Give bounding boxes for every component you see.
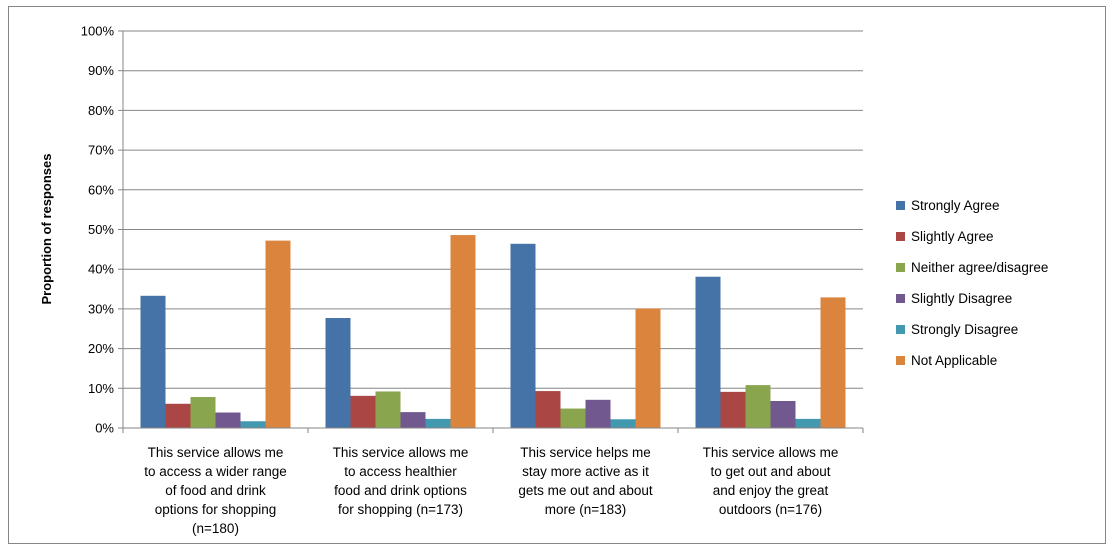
y-tick-label: 50% [88, 222, 114, 237]
bars [140, 235, 846, 428]
y-tick-label: 0% [95, 421, 114, 436]
bar-strongly-disagree-3 [610, 419, 636, 428]
x-category-label: This service allows me to access a wider … [144, 445, 287, 536]
legend-swatch [896, 294, 905, 303]
y-tick-label: 80% [88, 103, 114, 118]
legend-swatch [896, 263, 905, 272]
bar-neither-agree-disagree-2 [375, 391, 401, 428]
bar-strongly-disagree-4 [795, 418, 821, 428]
bar-slightly-agree-1 [165, 403, 191, 428]
legend-label: Strongly Disagree [911, 322, 1018, 337]
legend-label: Slightly Agree [911, 229, 994, 244]
y-tick-label: 10% [88, 381, 114, 396]
chart-frame [8, 6, 1106, 544]
axes [122, 31, 864, 433]
y-tick-labels: 0% 10% 20% 30% 40% 50% 60% 70% 80% 90% 100% [81, 24, 115, 436]
bar-slightly-agree-3 [535, 391, 561, 428]
x-category-label: This service helps me stay more active as… [518, 445, 653, 517]
x-category-label: This service allows me to access healthie… [333, 445, 469, 517]
y-tick-label: 40% [88, 262, 114, 277]
bar-strongly-agree-3 [510, 243, 536, 428]
bar-slightly-disagree-3 [585, 399, 611, 428]
bar-not-applicable-4 [820, 297, 846, 428]
bar-slightly-agree-4 [720, 391, 746, 428]
legend-label: Slightly Disagree [911, 291, 1012, 306]
legend-swatch [896, 356, 905, 365]
bar-strongly-disagree-1 [240, 421, 266, 428]
x-category-label: This service allows me to get out and abo… [703, 445, 839, 517]
bar-neither-agree-disagree-4 [745, 385, 771, 428]
legend-label: Strongly Agree [911, 198, 1000, 213]
bar-not-applicable-1 [265, 240, 291, 428]
gridlines [118, 30, 863, 429]
legend-swatch [896, 325, 905, 334]
bar-not-applicable-2 [450, 235, 476, 428]
bar-strongly-agree-2 [325, 318, 351, 428]
bar-slightly-disagree-1 [215, 412, 241, 428]
bar-strongly-disagree-2 [425, 418, 451, 428]
y-tick-label: 20% [88, 341, 114, 356]
bar-slightly-agree-2 [350, 395, 376, 428]
legend-label: Neither agree/disagree [911, 260, 1048, 275]
y-tick-label: 70% [88, 143, 114, 158]
x-category-labels: This service allows me to access a wider … [144, 445, 838, 536]
bar-strongly-agree-4 [695, 276, 721, 428]
y-tick-label: 60% [88, 182, 114, 197]
bar-strongly-agree-1 [140, 295, 166, 428]
bar-not-applicable-3 [635, 308, 661, 428]
y-axis-title: Proportion of responses [39, 154, 54, 305]
legend-swatch [896, 232, 905, 241]
bar-slightly-disagree-4 [770, 401, 796, 428]
legend: Strongly Agree Slightly Agree Neither agre… [896, 198, 1048, 368]
bar-neither-agree-disagree-1 [190, 397, 216, 428]
bar-slightly-disagree-2 [400, 412, 426, 428]
y-tick-label: 90% [88, 63, 114, 78]
y-tick-label: 100% [81, 24, 115, 39]
bar-neither-agree-disagree-3 [560, 408, 586, 428]
legend-swatch [896, 201, 905, 210]
y-tick-label: 30% [88, 301, 114, 316]
legend-label: Not Applicable [911, 353, 997, 368]
